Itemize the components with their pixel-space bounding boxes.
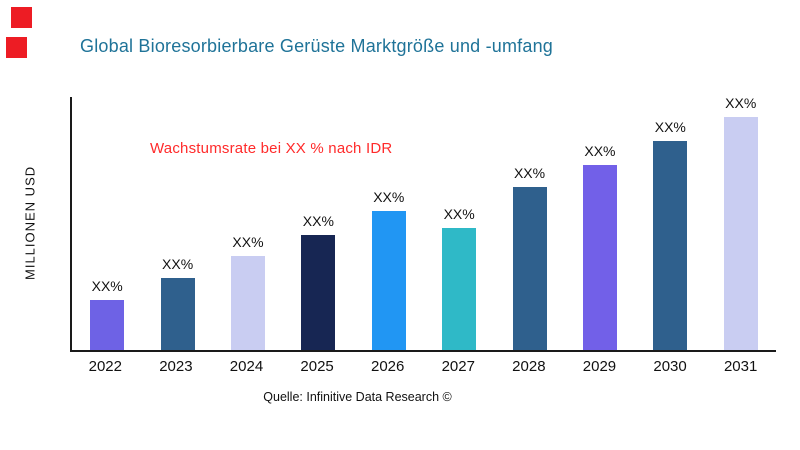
bar-group-2025: XX%	[283, 213, 353, 350]
bar-value-label-2024: XX%	[232, 234, 264, 250]
bar-value-label-2028: XX%	[513, 165, 546, 181]
bar-value-label-2030: XX%	[654, 119, 686, 135]
bar-value-label-2029: XX%	[584, 143, 616, 159]
bar-value-label-2027: XX%	[443, 206, 475, 222]
x-axis-ticks: 2022 2023 2024 2025 2026 2027 2028 2029 2030 2031	[70, 358, 776, 375]
bar-2025	[301, 235, 336, 350]
bar-group-2023: XX%	[143, 256, 213, 350]
x-tick-2029: 2029	[582, 358, 617, 375]
bar-group-2030: XX%	[635, 119, 705, 350]
bar-value-label-2026: XX%	[373, 189, 405, 205]
bar-group-2027: XX%	[424, 206, 494, 350]
x-tick-2026: 2026	[370, 358, 405, 375]
bar-group-2028: XX%	[495, 165, 565, 350]
chart-title: Global Bioresorbierbare Gerüste Marktgrö…	[80, 36, 554, 56]
x-tick-2031: 2031	[723, 358, 758, 375]
bar-group-2026: XX%	[354, 189, 424, 350]
bar-2031	[723, 117, 758, 350]
bar-2022	[90, 300, 125, 350]
y-axis-label: MILLIONEN USD	[22, 165, 38, 280]
bar-value-label-2023: XX%	[162, 256, 194, 272]
bars: XX% XX% XX% XX% XX% XX% XX% XX% XX% XX%	[72, 95, 776, 350]
decor-red-square-bottom	[6, 37, 27, 58]
bar-value-label-2025: XX%	[302, 213, 334, 229]
bar-2024	[230, 256, 265, 350]
x-tick-2030: 2030	[653, 358, 687, 375]
x-tick-2023: 2023	[159, 358, 193, 375]
bar-2023	[160, 278, 195, 350]
source-credit: Quelle: Infinitive Data Research ©	[263, 390, 452, 404]
x-tick-2024: 2024	[229, 358, 264, 375]
bar-group-2031: XX%	[706, 95, 776, 350]
bar-2030	[653, 141, 688, 350]
x-tick-2027: 2027	[441, 358, 475, 375]
growth-rate-annotation: Wachstumsrate bei XX % nach IDR	[150, 140, 393, 157]
bar-2029	[582, 165, 617, 350]
bar-2026	[371, 211, 406, 350]
bar-2027	[442, 228, 477, 350]
decor-red-square-top	[11, 7, 32, 28]
bar-value-label-2031: XX%	[725, 95, 757, 111]
bar-2028	[512, 187, 547, 350]
bar-group-2029: XX%	[565, 143, 635, 350]
x-tick-2028: 2028	[512, 358, 546, 375]
plot-area: XX% XX% XX% XX% XX% XX% XX% XX% XX% XX%	[70, 95, 776, 352]
bar-value-label-2022: XX%	[91, 278, 123, 294]
bar-group-2024: XX%	[213, 234, 283, 350]
bar-group-2022: XX%	[72, 278, 142, 350]
x-tick-2025: 2025	[300, 358, 334, 375]
x-tick-2022: 2022	[88, 358, 122, 375]
